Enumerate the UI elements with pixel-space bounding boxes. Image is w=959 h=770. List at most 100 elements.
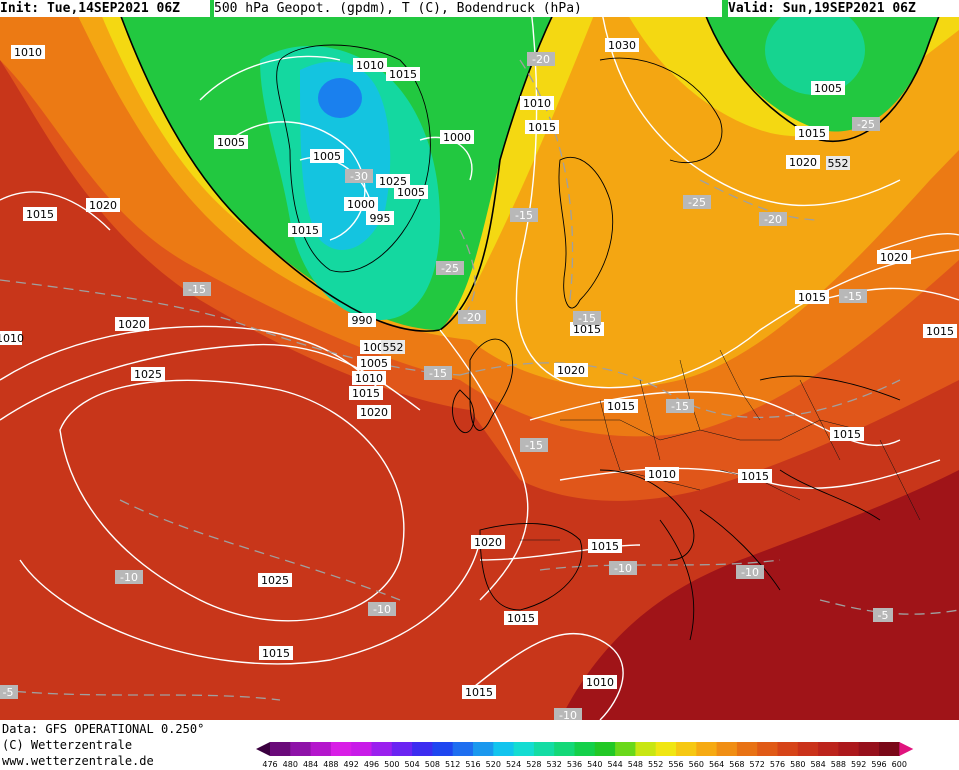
scale-band <box>818 742 839 756</box>
pressure-label: 1015 <box>926 325 954 338</box>
scale-band <box>797 742 819 756</box>
scale-tick-label: 500 <box>384 760 400 769</box>
pressure-label: 1010 <box>14 46 42 59</box>
contour-552-east <box>699 0 946 143</box>
scale-tick-label: 516 <box>465 760 481 769</box>
pressure-label: 1015 <box>591 540 619 553</box>
scale-tick-label: 568 <box>729 760 745 769</box>
scale-band <box>696 742 718 756</box>
website-link[interactable]: www.wetterzentrale.de <box>2 754 154 768</box>
pressure-label: 1015 <box>389 68 417 81</box>
temperature-label: -5 <box>878 609 889 622</box>
scale-tick-label: 584 <box>810 760 826 769</box>
pressure-label: 1020 <box>89 199 117 212</box>
pressure-label: 1005 <box>397 186 425 199</box>
pressure-label: 1015 <box>528 121 556 134</box>
scale-tick-label: 592 <box>851 760 867 769</box>
data-source: Data: GFS OPERATIONAL 0.250° <box>2 722 205 736</box>
scale-tick-label: 524 <box>505 760 522 769</box>
scale-band <box>574 742 596 756</box>
pressure-label: 1005 <box>814 82 842 95</box>
temperature-label: -15 <box>515 209 533 222</box>
pressure-label: 990 <box>352 314 373 327</box>
scale-band <box>310 742 332 756</box>
geopotential-label: 552 <box>828 157 849 170</box>
scale-band <box>838 742 860 756</box>
pressure-label: 1025 <box>379 175 407 188</box>
scale-tick-label: 480 <box>282 760 298 769</box>
pressure-label: 1010 <box>648 468 676 481</box>
scale-band <box>777 742 799 756</box>
pressure-label: 1020 <box>118 318 146 331</box>
pressure-label: 1010 <box>356 59 384 72</box>
scale-band <box>879 742 900 756</box>
scale-band <box>716 742 738 756</box>
warm-region-se <box>560 470 959 720</box>
temperature-label: -15 <box>525 439 543 452</box>
scale-tick-label: 512 <box>445 760 461 769</box>
scale-band <box>858 742 880 756</box>
pressure-label: 1015 <box>798 127 826 140</box>
pressure-label: 1010 <box>586 676 614 689</box>
temperature-label: -20 <box>764 213 782 226</box>
pressure-label: 1015 <box>26 208 54 221</box>
scale-band <box>290 742 312 756</box>
scale-tick-label: 488 <box>323 760 339 769</box>
scale-tick-label: 496 <box>363 760 380 769</box>
pressure-label: 1015 <box>507 612 535 625</box>
scale-band <box>452 742 474 756</box>
scale-band <box>513 742 535 756</box>
scale-band <box>736 742 758 756</box>
scale-tick-label: 576 <box>769 760 786 769</box>
pressure-label: 1015 <box>573 323 601 336</box>
scale-band <box>351 742 372 756</box>
geopotential-labels: 552 552 <box>381 156 850 354</box>
scale-tick-label: 580 <box>790 760 806 769</box>
scale-tick-label: 572 <box>749 760 765 769</box>
pressure-label: 1015 <box>465 686 493 699</box>
scale-tick-label: 536 <box>566 760 583 769</box>
weather-map: 1010 1010 1015 1030 1005 1010 1015 1005 … <box>0 0 959 720</box>
scale-band <box>330 742 352 756</box>
map-title: 500 hPa Geopot. (gpdm), T (C), Bodendruc… <box>214 0 722 17</box>
temperature-label: -10 <box>373 603 391 616</box>
temperature-label: -25 <box>441 262 459 275</box>
contour-552-west <box>114 0 561 332</box>
scale-band <box>757 742 778 756</box>
pressure-label: 1020 <box>557 364 585 377</box>
scale-band <box>635 742 657 756</box>
temperature-label: -30 <box>350 170 368 183</box>
scale-tick-label: 552 <box>648 760 664 769</box>
country-borders <box>520 349 921 541</box>
scale-tick-label: 596 <box>871 760 887 769</box>
scale-tick-label: 528 <box>526 760 542 769</box>
temperature-label: -10 <box>614 562 632 575</box>
pressure-label: 1010 <box>355 372 383 385</box>
temperature-label: -25 <box>857 118 875 131</box>
cold-core-center <box>318 78 362 118</box>
scale-band <box>412 742 433 756</box>
temperature-label: -10 <box>741 566 759 579</box>
temperature-label: -20 <box>532 53 550 66</box>
pressure-label: 1015 <box>262 647 290 660</box>
scale-band <box>533 742 555 756</box>
pressure-label: 1010 <box>0 332 24 345</box>
pressure-label: 1020 <box>474 536 502 549</box>
scale-band <box>493 742 515 756</box>
temperature-label: -15 <box>578 312 596 325</box>
scale-arrow-left <box>256 742 270 756</box>
scale-tick-label: 476 <box>262 760 278 769</box>
temperature-label: -25 <box>688 196 706 209</box>
pressure-label: 1015 <box>741 470 769 483</box>
pressure-label: 1020 <box>360 406 388 419</box>
scale-tick-label: 504 <box>404 760 420 769</box>
pressure-label: 1015 <box>607 400 635 413</box>
scale-band <box>371 742 393 756</box>
pressure-label: 1005 <box>360 357 388 370</box>
scale-band <box>473 742 494 756</box>
scale-tick-label: 556 <box>668 760 684 769</box>
scale-tick-label: 588 <box>830 760 847 769</box>
pressure-label: 1015 <box>291 224 319 237</box>
valid-time: Valid: Sun,19SEP2021 06Z <box>728 0 959 17</box>
cold-region-ne-core <box>765 5 865 95</box>
